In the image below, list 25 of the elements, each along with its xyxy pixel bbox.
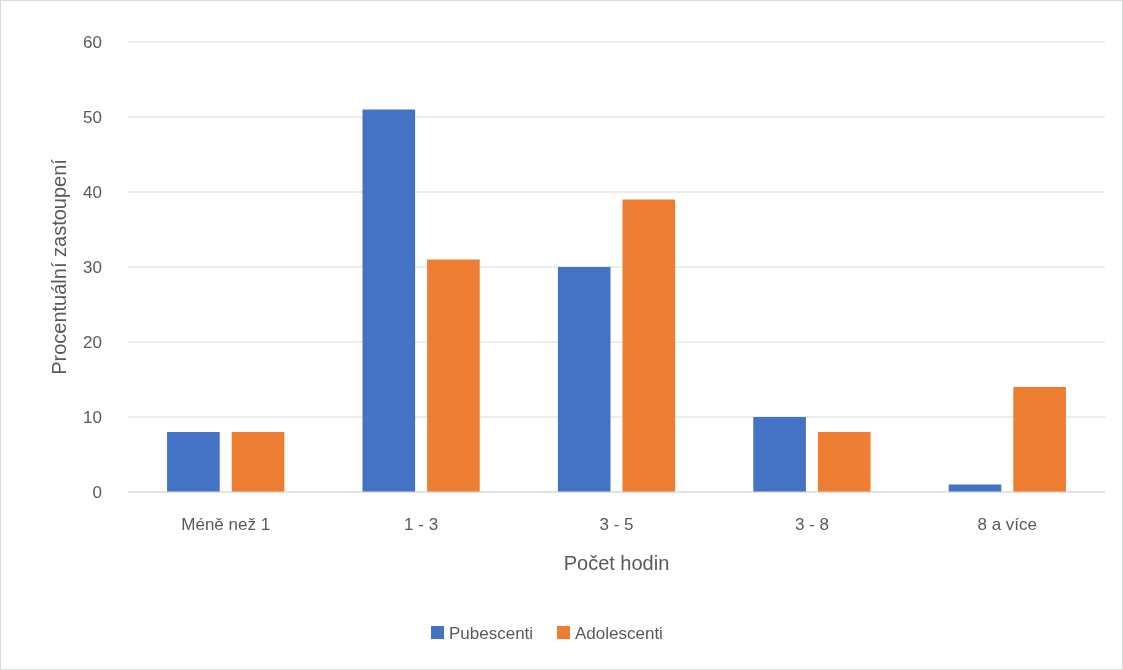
y-tick-label: 10 (83, 407, 102, 427)
y-tick-label: 60 (83, 32, 102, 52)
bar (753, 417, 806, 492)
bar (557, 267, 611, 492)
bar (622, 199, 676, 492)
y-tick-label: 40 (83, 182, 102, 202)
bar (231, 432, 285, 492)
y-tick-label: 20 (83, 332, 102, 352)
x-tick-label: 8 a více (977, 515, 1038, 534)
bar (1013, 387, 1066, 492)
y-tick-label: 50 (83, 107, 102, 127)
x-tick-label: Méně než 1 (181, 515, 271, 534)
y-tick-label: 0 (92, 482, 102, 502)
x-tick-label: 3 - 5 (599, 515, 634, 534)
bar (167, 432, 220, 492)
y-axis-title: Procentuální zastoupení (48, 158, 70, 375)
x-tick-label: 3 - 8 (794, 515, 829, 534)
bar (817, 432, 871, 492)
y-tick-label: 30 (83, 257, 102, 277)
x-tick-label: 1 - 3 (404, 515, 439, 534)
legend-label: Adolescenti (575, 623, 663, 643)
legend-label: Pubescenti (449, 623, 534, 643)
bar (427, 259, 480, 492)
x-axis-title: Počet hodin (563, 552, 670, 574)
bar (362, 109, 416, 492)
